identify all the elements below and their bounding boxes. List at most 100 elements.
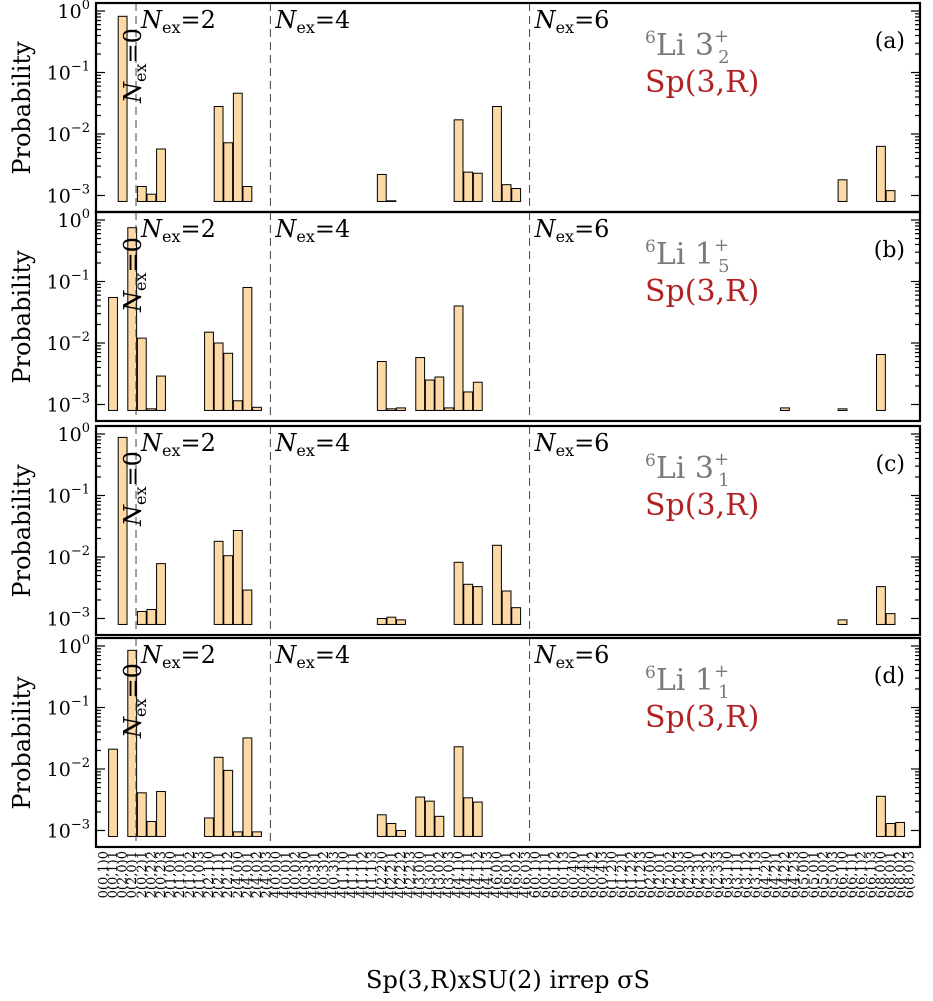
bar — [156, 563, 166, 625]
x-tick-label: 4(2,2)3 — [404, 851, 419, 898]
state-label: 6Li 3+ 2 — [645, 26, 730, 68]
bar — [223, 769, 234, 837]
x-tick-labels: 0(0,1)00(0,1)10(2,0)00(2,0)12(0,2)12(0,2… — [96, 851, 917, 898]
bar — [146, 609, 157, 625]
x-tick-label: 6(3,1)3 — [749, 851, 764, 898]
y-axis-label: Probability — [8, 676, 36, 810]
x-tick-label: 4(0,3)1 — [308, 851, 323, 898]
bar — [252, 406, 262, 411]
x-tick-label: 4(4,1)3 — [480, 851, 495, 898]
bar — [223, 555, 234, 625]
x-tick-label: 2(2,1)0 — [202, 851, 217, 898]
x-tick-label: 6(1,2)3 — [634, 851, 649, 898]
x-tick-label: 6(1,2)2 — [624, 851, 639, 898]
x-tick-label: 6(4,2)3 — [788, 851, 803, 898]
x-tick-label: 6(0,4)3 — [596, 851, 611, 898]
bar — [895, 821, 906, 837]
bar — [444, 407, 454, 411]
bar — [501, 590, 512, 625]
bar — [780, 407, 790, 411]
panel-label: (c) — [876, 452, 906, 477]
x-tick-label: 4(3,0)2 — [432, 851, 447, 898]
sector-label: Nex=6 — [534, 215, 610, 246]
bar — [463, 797, 474, 837]
bar — [156, 375, 166, 411]
bar — [204, 331, 214, 411]
bar — [117, 15, 128, 202]
bar — [424, 379, 435, 411]
state-label: 6Li 3+ 1 — [645, 449, 730, 491]
bar — [885, 190, 896, 202]
x-tick-label: 2(4,0)1 — [240, 851, 255, 898]
state-label: 6Li 1+ 1 — [645, 661, 730, 703]
x-tick-label: 2(1,0)0 — [164, 851, 179, 898]
x-tick-label: 6(6,1)1 — [845, 851, 860, 898]
state-label: 6Li 1+ 5 — [645, 235, 730, 277]
x-tick-label: 6(0,4)1 — [576, 851, 591, 898]
bar — [386, 616, 397, 625]
bar — [146, 193, 157, 202]
y-axis-label: Probability — [8, 464, 36, 598]
bar — [136, 610, 147, 625]
x-tick-label: 2(1,0)1 — [173, 851, 188, 898]
x-tick-label: 6(0,4)2 — [586, 851, 601, 898]
bar — [453, 119, 464, 202]
x-tick-label: 6(2,3)2 — [701, 851, 716, 898]
bar — [376, 361, 387, 411]
x-tick-label: 6(3,1)0 — [720, 851, 735, 898]
panel-label: (a) — [875, 29, 905, 54]
model-label: Sp(3,R) — [645, 274, 759, 309]
x-tick-label: 4(3,0)0 — [413, 851, 428, 898]
bar — [501, 184, 512, 202]
bar — [127, 649, 138, 837]
bar — [376, 173, 387, 202]
sector-label: Nex=2 — [140, 641, 216, 672]
bar — [242, 737, 253, 837]
x-tick-label: 6(5,0)0 — [797, 851, 812, 898]
y-tick-label: 10−1 — [47, 483, 90, 508]
bar — [136, 186, 147, 202]
bar — [386, 822, 397, 837]
y-tick-label: 10−3 — [47, 818, 90, 843]
bar — [876, 354, 886, 411]
x-tick-label: 4(1,1)0 — [336, 851, 351, 898]
x-tick-label: 2(0,2)2 — [144, 851, 159, 898]
bar — [885, 613, 896, 625]
x-tick-label: 6(2,0)3 — [672, 851, 687, 898]
sector-label: Nex=6 — [534, 429, 610, 460]
x-tick-label: 6(0,1)1 — [538, 851, 553, 898]
x-tick-label: 6(2,3)0 — [682, 851, 697, 898]
x-tick-label: 4(0,3)0 — [298, 851, 313, 898]
x-tick-label: 4(2,2)0 — [375, 851, 390, 898]
y-tick-label: 10−3 — [47, 606, 90, 631]
sector-label: Nex=6 — [534, 641, 610, 672]
sector-label: Nex=0 — [119, 237, 150, 313]
x-tick-label: 4(2,2)2 — [394, 851, 409, 898]
sector-label: Nex=0 — [119, 451, 150, 527]
x-tick-label: 6(3,1)1 — [730, 851, 745, 898]
y-tick-label: 10−2 — [47, 756, 90, 781]
sector-label: Nex=4 — [274, 6, 350, 37]
x-tick-label: 6(8,0)1 — [884, 851, 899, 898]
bar — [146, 821, 157, 837]
bar — [232, 92, 243, 202]
x-tick-label: 0(0,1)0 — [96, 851, 111, 898]
x-tick-label: 6(6,1)0 — [836, 851, 851, 898]
bar — [453, 561, 464, 625]
bar — [424, 800, 435, 837]
panel-frame — [94, 636, 922, 849]
x-tick-label: 6(6,1)3 — [864, 851, 879, 898]
y-tick-label: 10−3 — [47, 392, 90, 417]
y-tick-label: 10−2 — [47, 121, 90, 146]
y-tick-label: 100 — [58, 207, 90, 232]
x-tick-label: 6(1,2)0 — [605, 851, 620, 898]
model-label: Sp(3,R) — [645, 488, 759, 523]
bar — [213, 106, 224, 202]
bar — [146, 408, 157, 411]
bar — [453, 746, 464, 837]
bar — [136, 792, 147, 837]
bar — [511, 187, 522, 202]
